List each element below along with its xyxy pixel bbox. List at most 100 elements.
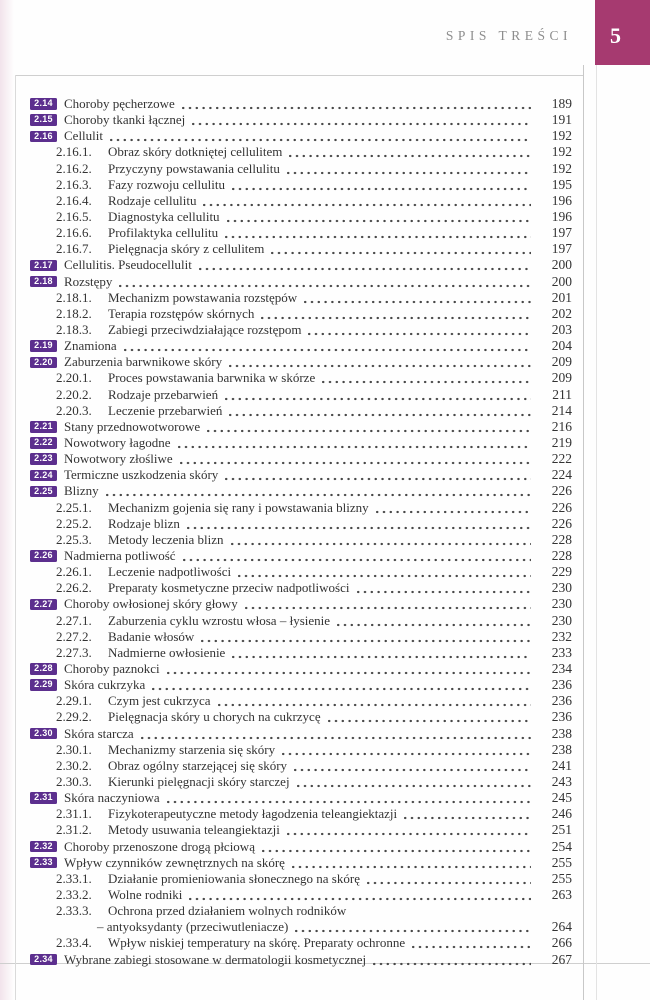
entry-number: 2.31.2. [56,822,92,838]
toc-entry: 2.33 Wpływ czynników zewnętrznych na skó… [30,855,572,871]
dot-leader [289,154,531,159]
entry-number: 2.26.1. [56,564,92,580]
entry-page-number: 241 [551,757,572,773]
entry-title: Badanie włosów [108,628,195,644]
toc-entry: 2.20.2. Rodzaje przebarwień 211 [30,387,572,403]
entry-page-number: 251 [551,822,572,838]
section-badge: 2.30 [30,727,57,740]
entry-page-number: 202 [551,305,572,321]
toc-entry: 2.16.5. Diagnostyka cellulitu 196 [30,209,572,225]
entry-number: 2.18.1. [56,289,92,305]
entry-page-number: 211 [552,386,572,402]
entry-page-number: 209 [551,370,572,386]
toc-entry: 2.31.2. Metody usuwania teleangiektazji … [30,822,572,838]
dot-leader [296,783,531,788]
dot-leader [123,348,531,353]
section-badge: 2.32 [30,840,57,853]
entry-title: Obraz skóry dotkniętej cellulitem [108,144,283,160]
entry-number: 2.30.3. [56,773,92,789]
entry-number: 2.33.1. [56,870,92,886]
entry-page-number: 246 [551,806,572,822]
toc-entry: 2.20 Zaburzenia barwnikowe skóry 209 [30,354,572,370]
entry-page-number: 263 [551,886,572,902]
entry-title: Metody usuwania teleangiektazji [108,822,280,838]
section-badge: 2.22 [30,437,57,449]
entry-number: 2.29.1. [56,693,92,709]
entry-title: Cellulit [64,128,103,144]
toc-entry: 2.17 Cellulitis. Pseudocellulit 200 [30,257,572,273]
entry-page-number: 254 [551,838,572,854]
section-badge: 2.33 [30,856,57,869]
toc-entry: 2.33.4. Wpływ niskiej temperatury na skó… [30,935,572,951]
toc-entry: 2.25.3. Metody leczenia blizn 228 [30,532,572,548]
toc-entry: 2.27.1. Zaburzenia cyklu wzrostu włosa –… [30,613,572,629]
entry-title: Działanie promieniowania słonecznego na … [108,870,360,886]
dot-leader [201,638,531,643]
dot-leader [230,541,531,546]
entry-title: Zaburzenia cyklu wzrostu włosa – łysieni… [108,612,331,628]
entry-page-number: 238 [551,725,572,741]
dot-leader [337,622,531,627]
toc-entry: 2.30.1. Mechanizmy starzenia się skóry 2… [30,742,572,758]
entry-page-number: 230 [551,580,572,596]
entry-page-number: 245 [551,790,572,806]
section-badge: 2.21 [30,421,57,433]
entry-number: 2.20.1. [56,370,92,386]
table-of-contents: 2.14 Choroby pęcherzowe 189 2.15 Choroby… [30,96,572,968]
entry-page-number: 196 [551,209,572,225]
dot-leader [225,477,531,482]
toc-entry: 2.16.4. Rodzaje cellulitu 196 [30,193,572,209]
entry-title: Nowotwory złośliwe [64,451,173,467]
section-badge: 2.28 [30,663,57,675]
entry-page-number: 236 [551,709,572,725]
toc-entry: 2.31.1. Fizykoterapeutyczne metody łagod… [30,806,572,822]
entry-page-number: 222 [551,451,572,467]
entry-page-number: 191 [551,112,572,128]
dot-leader [105,493,531,498]
dot-leader [217,703,531,708]
toc-entry: 2.18.3. Zabiegi przeciwdziałające rozstę… [30,322,572,338]
page-number-tab: 5 [595,0,650,65]
section-badge: 2.23 [30,453,57,465]
entry-number: 2.16.7. [56,241,92,257]
dot-leader [203,202,531,207]
right-page-edge-line [583,65,584,1000]
entry-title: Choroby pęcherzowe [64,96,175,112]
entry-page-number: 232 [551,628,572,644]
entry-title: Skóra naczyniowa [64,790,160,806]
section-badge: 2.24 [30,469,57,482]
toc-entry: 2.29.1. Czym jest cukrzyca 236 [30,693,572,709]
entry-title: Mechanizm gojenia się rany i powstawania… [108,499,369,515]
entry-number: 2.33.3. [56,903,92,919]
entry-title: Przyczyny powstawania cellulitu [108,160,280,176]
entry-page-number: 197 [551,241,572,257]
toc-entry: 2.18.1. Mechanizm powstawania rozstępów … [30,290,572,306]
entry-page-number: 219 [551,435,572,451]
dot-leader [225,396,531,401]
toc-entry: 2.16.6. Profilaktyka cellulitu 197 [30,225,572,241]
entry-page-number: 214 [551,402,572,418]
toc-entry: 2.30.3. Kierunki pielęgnacji skóry starc… [30,774,572,790]
entry-number: 2.27.1. [56,612,92,628]
dot-leader [186,525,531,530]
entry-number: 2.16.5. [56,209,92,225]
entry-title: Fizykoterapeutyczne metody łagodzenia te… [108,806,398,822]
entry-page-number: 200 [551,273,572,289]
entry-title: Terapia rozstępów skórnych [108,305,255,321]
entry-title: Wolne rodniki [108,886,183,902]
entry-page-number: 209 [551,354,572,370]
toc-entry: 2.20.3. Leczenie przebarwień 214 [30,403,572,419]
toc-entry: 2.33.2. Wolne rodniki 263 [30,887,572,903]
section-badge: 2.34 [30,953,57,966]
toc-entry: 2.25.1. Mechanizm gojenia się rany i pow… [30,500,572,516]
entry-number: 2.16.2. [56,160,92,176]
dot-leader [189,896,531,901]
section-badge: 2.20 [30,356,57,369]
dot-leader [294,767,531,772]
section-badge: 2.26 [30,550,57,562]
entry-number: 2.31.1. [56,806,92,822]
entry-title: Obraz ogólny starzejącej się skóry [108,757,288,773]
entry-page-number: 200 [551,257,572,273]
dot-leader [261,848,531,853]
dot-leader [238,574,531,579]
